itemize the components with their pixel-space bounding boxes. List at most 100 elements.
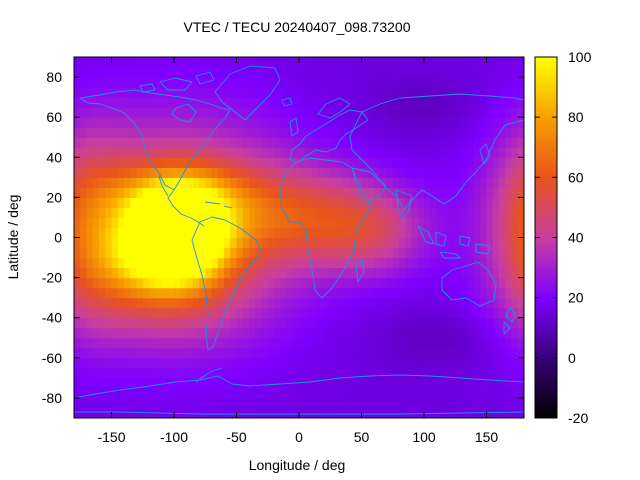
heatmap-cell [280, 177, 288, 188]
heatmap-cell [124, 367, 131, 379]
heatmap-cell [286, 327, 294, 339]
heatmap-cell [342, 357, 350, 369]
heatmap-cell [505, 67, 513, 78]
heatmap-cell [186, 87, 194, 98]
heatmap-cell [130, 187, 138, 198]
heatmap-cell [499, 307, 506, 319]
heatmap-cell [349, 317, 356, 329]
heatmap-cell [461, 67, 469, 78]
heatmap-cell [242, 107, 250, 118]
heatmap-cell [417, 267, 425, 279]
heatmap-cell [467, 307, 475, 319]
heatmap-cell [261, 87, 269, 98]
heatmap-cell [411, 67, 419, 78]
heatmap-cell [267, 237, 275, 249]
heatmap-cell [355, 287, 363, 299]
heatmap-cell [180, 137, 188, 148]
heatmap-cell [499, 397, 506, 409]
heatmap-cell [155, 387, 163, 399]
heatmap-cell [499, 377, 506, 389]
heatmap-cell [380, 147, 388, 158]
heatmap-cell [86, 147, 94, 158]
heatmap-cell [236, 127, 244, 138]
heatmap-cell [492, 327, 500, 339]
heatmap-cell [411, 117, 419, 128]
heatmap-cell [217, 307, 225, 319]
heatmap-cell [480, 87, 488, 98]
heatmap-cell [299, 357, 306, 369]
heatmap-cell [217, 357, 225, 369]
heatmap-cell [417, 97, 425, 108]
heatmap-cell [342, 377, 350, 389]
heatmap-cell [136, 77, 144, 88]
heatmap-cell [255, 187, 263, 198]
heatmap-cell [417, 217, 425, 229]
heatmap-cell [192, 337, 200, 349]
heatmap-cell [224, 77, 231, 88]
heatmap-cell [124, 287, 131, 299]
heatmap-cell [392, 247, 400, 259]
heatmap-cell [236, 167, 244, 178]
heatmap-cell [192, 247, 200, 259]
heatmap-cell [205, 187, 213, 198]
heatmap-cell [505, 357, 513, 369]
heatmap-cell [299, 237, 306, 249]
heatmap-cell [349, 217, 356, 229]
heatmap-cell [217, 197, 225, 209]
heatmap-cell [199, 397, 206, 409]
heatmap-cell [361, 137, 369, 148]
heatmap-cell [142, 57, 150, 68]
heatmap-cell [480, 267, 488, 279]
heatmap-cell [224, 57, 231, 68]
heatmap-cell [211, 107, 219, 118]
heatmap-cell [136, 257, 144, 269]
heatmap-cell [255, 167, 263, 178]
heatmap-cell [430, 107, 438, 118]
heatmap-cell [117, 167, 125, 178]
heatmap-cell [349, 107, 356, 118]
heatmap-cell [136, 297, 144, 309]
heatmap-cell [167, 177, 175, 188]
heatmap-cell [224, 87, 231, 98]
heatmap-cell [442, 207, 450, 219]
heatmap-cell [230, 167, 238, 178]
heatmap-cell [511, 207, 519, 219]
heatmap-cell [499, 127, 506, 138]
heatmap-cell [499, 297, 506, 309]
heatmap-cell [342, 97, 350, 108]
heatmap-cell [442, 117, 450, 128]
heatmap-cell [111, 197, 119, 209]
heatmap-cell [499, 157, 506, 168]
heatmap-cell [417, 177, 425, 188]
heatmap-cell [117, 257, 125, 269]
heatmap-cell [136, 157, 144, 168]
heatmap-cell [480, 167, 488, 178]
heatmap-cell [167, 287, 175, 299]
heatmap-cell [99, 357, 106, 369]
heatmap-cell [461, 147, 469, 158]
heatmap-cell [486, 67, 494, 78]
heatmap-cell [467, 267, 475, 279]
heatmap-cell [330, 277, 338, 289]
heatmap-cell [292, 137, 300, 148]
heatmap-cell [111, 287, 119, 299]
heatmap-cell [267, 87, 275, 98]
heatmap-cell [461, 187, 469, 198]
heatmap-cell [142, 147, 150, 158]
heatmap-cell [336, 257, 344, 269]
heatmap-cell [186, 297, 194, 309]
heatmap-cell [424, 257, 431, 269]
heatmap-cell [186, 337, 194, 349]
heatmap-cell [480, 117, 488, 128]
heatmap-cell [230, 257, 238, 269]
heatmap-cell [380, 377, 388, 389]
heatmap-cell [167, 317, 175, 329]
colorbar-tick-label: 0 [568, 350, 576, 366]
heatmap-cell [186, 227, 194, 239]
heatmap-cell [230, 247, 238, 259]
heatmap-cell [449, 317, 456, 329]
heatmap-cell [161, 297, 169, 309]
heatmap-cell [80, 247, 88, 259]
heatmap-cell [424, 97, 431, 108]
heatmap-cell [455, 277, 463, 289]
